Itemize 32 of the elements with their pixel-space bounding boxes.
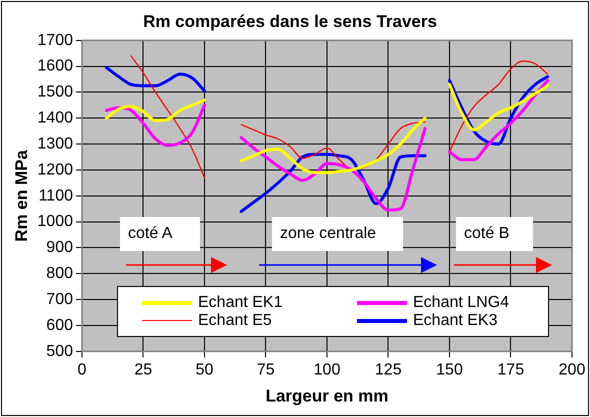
x-tick-label: 175 xyxy=(497,361,524,378)
y-tick-label: 1100 xyxy=(38,187,74,204)
x-tick-label: 25 xyxy=(134,361,152,378)
legend-label: Echant LNG4 xyxy=(413,294,510,312)
y-tick-label: 900 xyxy=(46,239,74,256)
annotation: zone centrale xyxy=(272,217,403,251)
annotation: coté B xyxy=(456,217,533,251)
y-tick-label: 500 xyxy=(46,342,74,360)
chart-title: Rm comparées dans le sens Travers xyxy=(143,12,437,31)
legend-label: Echant EK1 xyxy=(198,294,282,312)
x-tick-label: 100 xyxy=(314,361,340,378)
x-tick-label: 0 xyxy=(78,361,87,378)
y-tick-label: 1200 xyxy=(37,161,74,178)
x-tick-label: 125 xyxy=(374,361,402,378)
legend-label: Echant EK3 xyxy=(413,312,498,330)
y-tick-label: 1000 xyxy=(37,213,74,230)
x-tick-label: 150 xyxy=(436,361,463,378)
x-tick-label: 200 xyxy=(558,361,586,378)
x-tick-label: 75 xyxy=(256,361,275,378)
y-axis-title: Rm en MPa xyxy=(12,150,31,242)
y-tick-label: 1500 xyxy=(37,84,74,101)
y-tick-label: 800 xyxy=(46,265,74,282)
y-tick-label: 1700 xyxy=(37,32,74,49)
y-tick-label: 700 xyxy=(46,290,74,308)
y-tick-label: 600 xyxy=(46,316,74,334)
y-tick-label: 1600 xyxy=(37,58,74,75)
legend-label: Echant E5 xyxy=(198,312,272,330)
y-tick-label: 1300 xyxy=(37,135,74,152)
x-tick-label: 50 xyxy=(196,361,214,378)
y-tick-label: 1400 xyxy=(37,110,74,127)
annotation: coté A xyxy=(120,217,200,251)
x-axis-title: Largeur en mm xyxy=(266,386,388,406)
